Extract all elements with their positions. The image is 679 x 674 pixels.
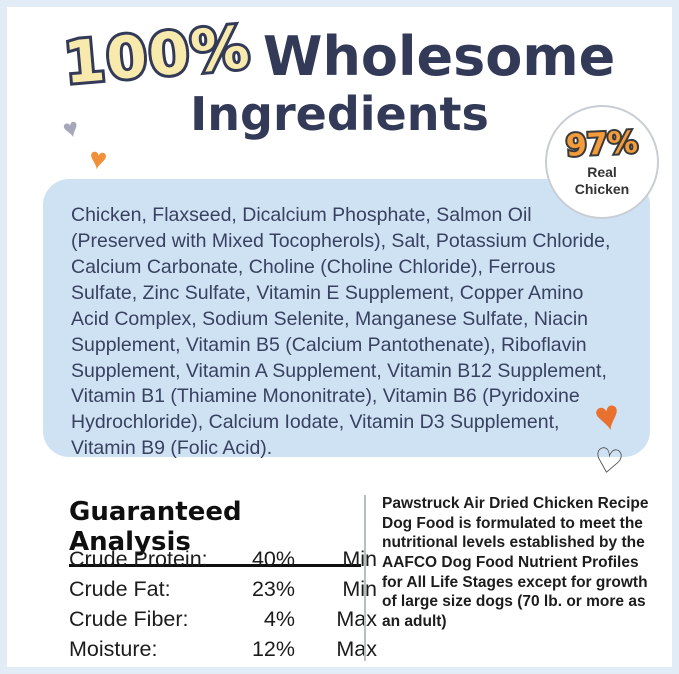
header: 100% Wholesome (7, 10, 672, 100)
badge-percent: 97% (563, 124, 641, 167)
ga-row-label: Crude Fat: (69, 577, 171, 601)
ga-row-value: 23% (251, 577, 295, 601)
ingredients-panel: Chicken, Flaxseed, Dicalcium Phosphate, … (43, 179, 650, 459)
badge-chicken-label: Chicken (574, 180, 630, 197)
title-wholesome: Wholesome (262, 25, 616, 88)
ga-row-limit: Min (342, 577, 377, 601)
ga-row-label: Crude Fiber: (69, 607, 189, 631)
ga-row-limit: Max (336, 607, 377, 631)
aafco-statement: Pawstruck Air Dried Chicken Recipe Dog F… (382, 495, 649, 631)
title-100-percent: 100% (58, 10, 256, 100)
real-chicken-badge: 97% Real Chicken (545, 105, 659, 219)
badge-real-label: Real (587, 164, 617, 181)
ga-row-value: 4% (263, 607, 295, 631)
vertical-divider (364, 495, 366, 661)
title-ingredients: Ingredients (190, 87, 489, 141)
orange-heart-icon: ♥ (86, 141, 110, 178)
ga-row-label: Crude Protein: (69, 547, 208, 571)
outline-heart-icon: ♡ (589, 440, 627, 484)
ga-row-value: 40% (251, 547, 295, 571)
ga-row-limit: Min (342, 547, 377, 571)
ingredients-text: Chicken, Flaxseed, Dicalcium Phosphate, … (71, 204, 611, 460)
ga-row-label: Moisture: (69, 637, 158, 661)
ga-row-limit: Max (336, 637, 377, 661)
ga-row-value: 12% (251, 637, 295, 661)
guaranteed-analysis-heading: Guaranteed Analysis (69, 497, 361, 567)
guaranteed-analysis-table: Crude Protein: 40% Min Crude Fat: 23% Mi… (69, 547, 377, 662)
